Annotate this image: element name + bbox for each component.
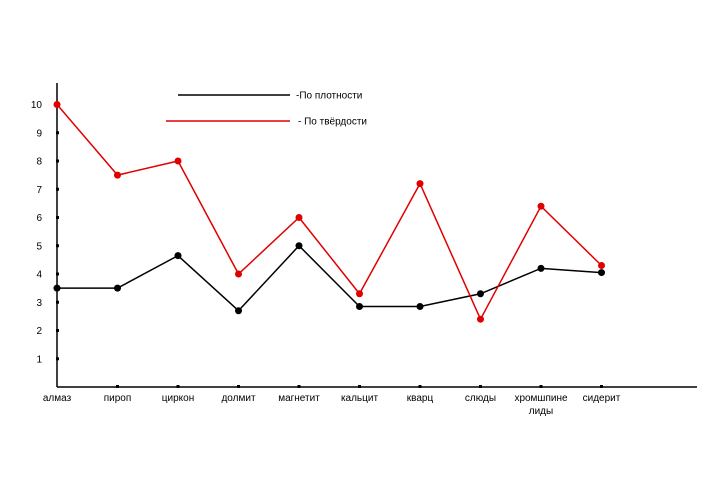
y-tick-label: 1 bbox=[36, 354, 42, 365]
data-point bbox=[295, 214, 303, 221]
data-point bbox=[235, 307, 242, 315]
series-1 bbox=[53, 242, 605, 315]
y-ticks: 1 2 3 4 5 6 7 8 9 10 bbox=[31, 100, 59, 365]
x-tick-mark bbox=[297, 385, 301, 388]
y-tick-mark bbox=[56, 216, 59, 219]
y-tick-label: 6 bbox=[36, 213, 42, 224]
data-point bbox=[598, 262, 605, 270]
data-point bbox=[174, 252, 182, 260]
y-tick-mark bbox=[56, 357, 59, 361]
x-tick-mark bbox=[479, 385, 482, 388]
data-point bbox=[356, 302, 363, 310]
x-tick-mark bbox=[600, 385, 603, 388]
data-point bbox=[537, 202, 545, 210]
y-tick-label: 3 bbox=[36, 298, 42, 309]
series-2 bbox=[53, 101, 605, 323]
data-point bbox=[235, 270, 242, 278]
x-tick-mark bbox=[116, 385, 119, 388]
x-tick-label: кальцит bbox=[341, 393, 379, 404]
x-tick-mark bbox=[176, 385, 180, 388]
y-tick-mark bbox=[56, 244, 59, 248]
y-tick-mark bbox=[56, 131, 59, 135]
x-tick-label: магнетит bbox=[278, 393, 320, 404]
y-tick-label: 7 bbox=[36, 185, 42, 196]
data-point bbox=[174, 157, 182, 165]
y-tick-mark bbox=[56, 300, 59, 304]
x-tick-label: кварц bbox=[407, 393, 434, 404]
data-point bbox=[53, 101, 61, 108]
y-tick-mark bbox=[56, 159, 59, 163]
x-tick-label: алмаз bbox=[43, 393, 72, 404]
y-tick-label: 4 bbox=[36, 270, 42, 281]
legend-item-1: -По плотности bbox=[178, 91, 362, 102]
x-tick-label: долмит bbox=[221, 393, 255, 404]
data-point bbox=[598, 269, 605, 277]
x-tick-label: циркон bbox=[162, 393, 194, 404]
legend-label: -По плотности bbox=[296, 91, 362, 102]
legend: -По плотности - По твёрдости bbox=[166, 91, 367, 128]
y-tick-label: 5 bbox=[36, 241, 42, 252]
data-point bbox=[537, 264, 545, 272]
data-point bbox=[477, 290, 484, 298]
data-point bbox=[477, 315, 484, 323]
axes bbox=[56, 83, 697, 388]
data-point bbox=[416, 180, 424, 188]
data-point bbox=[53, 284, 61, 292]
data-point bbox=[114, 284, 121, 292]
series bbox=[53, 101, 605, 323]
y-tick-label: 10 bbox=[31, 100, 43, 111]
data-point bbox=[356, 290, 363, 298]
x-tick-label: хромшпине лиды bbox=[514, 393, 568, 417]
x-tick-label: сидерит bbox=[583, 393, 621, 404]
legend-label: - По твёрдости bbox=[298, 117, 367, 128]
x-tick-mark bbox=[358, 385, 361, 388]
data-point bbox=[114, 171, 121, 179]
y-tick-mark bbox=[56, 272, 59, 276]
y-tick-label: 9 bbox=[36, 128, 42, 139]
x-tick-mark bbox=[237, 385, 240, 388]
y-tick-mark bbox=[56, 329, 59, 332]
x-tick-labels: алмаз пироп циркон долмит магнетит кальцит ква… bbox=[43, 385, 621, 417]
data-point bbox=[295, 242, 303, 250]
y-tick-mark bbox=[56, 187, 59, 191]
x-tick-mark bbox=[539, 385, 543, 388]
legend-item-2: - По твёрдости bbox=[166, 117, 367, 128]
x-tick-mark bbox=[418, 385, 422, 388]
data-point bbox=[416, 302, 424, 310]
y-tick-label: 2 bbox=[36, 326, 42, 337]
y-tick-label: 8 bbox=[36, 157, 42, 168]
x-tick-label: слюды bbox=[465, 393, 496, 404]
x-tick-label: пироп bbox=[104, 393, 132, 404]
series-line bbox=[56, 104, 603, 321]
series-line bbox=[57, 244, 602, 312]
